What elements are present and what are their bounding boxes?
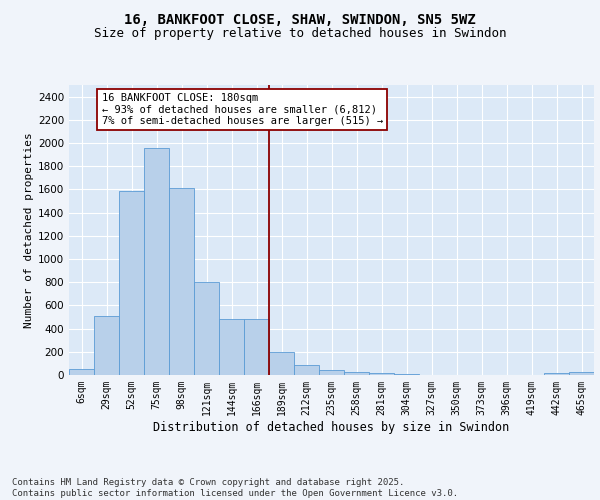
Bar bbox=[244, 320, 269, 375]
Bar bbox=[319, 370, 344, 375]
Bar bbox=[194, 282, 219, 375]
Bar bbox=[569, 372, 594, 375]
Text: Size of property relative to detached houses in Swindon: Size of property relative to detached ho… bbox=[94, 28, 506, 40]
Bar bbox=[94, 316, 119, 375]
X-axis label: Distribution of detached houses by size in Swindon: Distribution of detached houses by size … bbox=[154, 420, 509, 434]
Text: Contains HM Land Registry data © Crown copyright and database right 2025.
Contai: Contains HM Land Registry data © Crown c… bbox=[12, 478, 458, 498]
Bar bbox=[544, 372, 569, 375]
Bar bbox=[269, 352, 294, 375]
Text: 16 BANKFOOT CLOSE: 180sqm
← 93% of detached houses are smaller (6,812)
7% of sem: 16 BANKFOOT CLOSE: 180sqm ← 93% of detac… bbox=[101, 93, 383, 126]
Bar bbox=[69, 368, 94, 375]
Text: 16, BANKFOOT CLOSE, SHAW, SWINDON, SN5 5WZ: 16, BANKFOOT CLOSE, SHAW, SWINDON, SN5 5… bbox=[124, 12, 476, 26]
Bar bbox=[119, 190, 144, 375]
Bar bbox=[169, 188, 194, 375]
Y-axis label: Number of detached properties: Number of detached properties bbox=[24, 132, 34, 328]
Bar bbox=[369, 373, 394, 375]
Bar bbox=[219, 320, 244, 375]
Bar bbox=[144, 148, 169, 375]
Bar bbox=[394, 374, 419, 375]
Bar bbox=[294, 364, 319, 375]
Bar bbox=[344, 372, 369, 375]
